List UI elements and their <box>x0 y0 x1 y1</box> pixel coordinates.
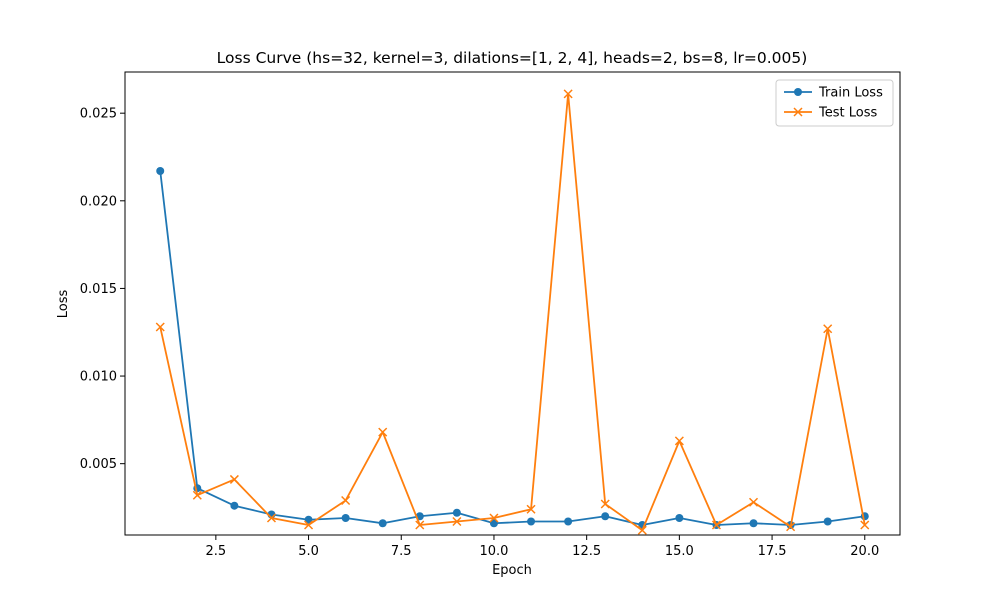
plot-area: 2.5 5.0 7.5 10.0 12.5 15.0 17.5 20.0 0.005 0.010 0… <box>80 71 901 559</box>
legend-marker-circle <box>794 88 802 96</box>
test-loss-point <box>563 89 573 99</box>
test-loss-point <box>341 495 351 506</box>
train-loss-point <box>749 519 758 528</box>
test-loss-point <box>526 504 536 514</box>
x-axis-label: Epoch <box>492 563 532 578</box>
legend: Train Loss Test Loss <box>775 79 894 127</box>
y-tick-label: 0.010 <box>80 370 117 385</box>
train-loss-point <box>527 517 536 526</box>
train-loss-point <box>156 167 165 176</box>
train-loss-point <box>564 517 573 526</box>
legend-label: Train Loss <box>818 86 883 101</box>
x-tick-label: 10.0 <box>479 544 508 559</box>
y-tick-label: 0.005 <box>80 457 117 472</box>
test-loss-point <box>823 324 833 334</box>
train-loss-point <box>230 501 239 510</box>
test-loss-point <box>229 474 239 484</box>
test-loss-point <box>711 520 721 530</box>
x-tick-label: 12.5 <box>572 544 601 559</box>
train-loss-point <box>304 515 313 524</box>
test-loss-point <box>600 499 610 509</box>
legend-marker-x <box>793 107 803 117</box>
x-tick-label: 2.5 <box>206 544 227 559</box>
x-tick-label: 20.0 <box>850 544 879 559</box>
train-loss-point <box>823 517 832 526</box>
x-tick-label: 15.0 <box>665 544 694 559</box>
axes-frame <box>124 71 901 536</box>
series-line-train-loss <box>159 170 865 526</box>
test-loss-point <box>155 322 165 332</box>
test-loss-point <box>786 522 796 532</box>
test-loss-point <box>748 497 759 507</box>
x-tick-label: 17.5 <box>758 544 787 559</box>
test-loss-point <box>674 436 684 446</box>
y-tick-label: 0.020 <box>80 194 117 209</box>
test-loss-point <box>266 513 277 523</box>
test-loss-point <box>637 525 647 535</box>
y-axis-label: Loss <box>56 290 71 319</box>
test-loss-point <box>192 490 202 500</box>
test-loss-point <box>304 520 314 530</box>
train-loss-point <box>378 519 387 528</box>
train-loss-point <box>341 514 350 523</box>
y-tick-label: 0.025 <box>80 107 117 122</box>
x-tick-label: 7.5 <box>391 544 412 559</box>
x-tick-label: 5.0 <box>298 544 319 559</box>
test-loss-point <box>378 427 388 437</box>
test-loss-point <box>489 513 499 523</box>
train-loss-point <box>452 508 461 517</box>
series-line-test-loss <box>159 93 866 532</box>
chart-title: Loss Curve (hs=32, kernel=3, dilations=[… <box>217 49 808 67</box>
train-loss-point <box>489 519 498 528</box>
y-tick-label: 0.015 <box>80 282 117 297</box>
train-loss-point <box>601 512 610 521</box>
test-loss-point <box>415 520 425 530</box>
test-loss-point <box>860 520 870 530</box>
test-loss-point <box>452 516 462 527</box>
train-loss-point <box>675 514 684 523</box>
legend-label: Test Loss <box>818 106 877 121</box>
